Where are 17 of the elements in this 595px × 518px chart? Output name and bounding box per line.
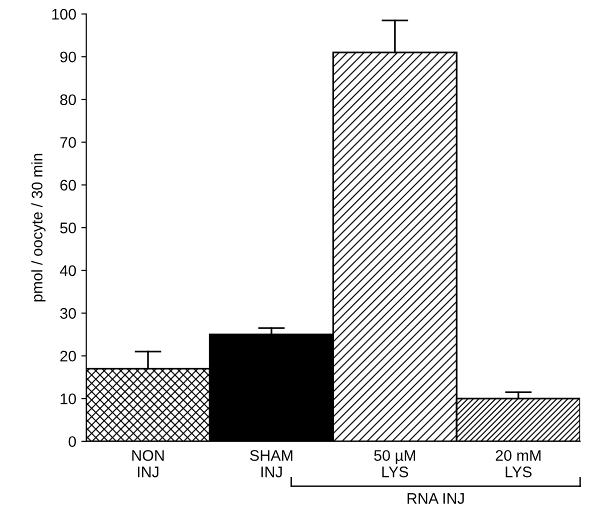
y-axis-title: pmol / oocyte / 30 min — [31, 154, 46, 302]
y-tick-label: 30 — [60, 308, 76, 319]
y-tick-label: 40 — [60, 265, 76, 276]
y-tick-label: 70 — [60, 137, 76, 148]
x-tick-label: NON INJ — [132, 450, 164, 478]
y-tick-label: 60 — [60, 180, 76, 191]
x-tick-label: 50 µM LYS — [374, 450, 416, 478]
text: RNA INJ — [408, 493, 464, 504]
x-tick-label: SHAM INJ — [250, 450, 292, 478]
y-tick-label: 80 — [60, 94, 76, 106]
y-tick-label: 10 — [60, 393, 76, 404]
y-tick-label: 100 — [52, 8, 76, 20]
y-tick-label: 0 — [68, 436, 76, 448]
y-tick-label: 50 — [60, 222, 76, 234]
y-tick-label: 20 — [60, 350, 76, 362]
y-tick-label: 90 — [60, 52, 76, 62]
x-tick-label: 20 mM LYS — [496, 450, 540, 478]
